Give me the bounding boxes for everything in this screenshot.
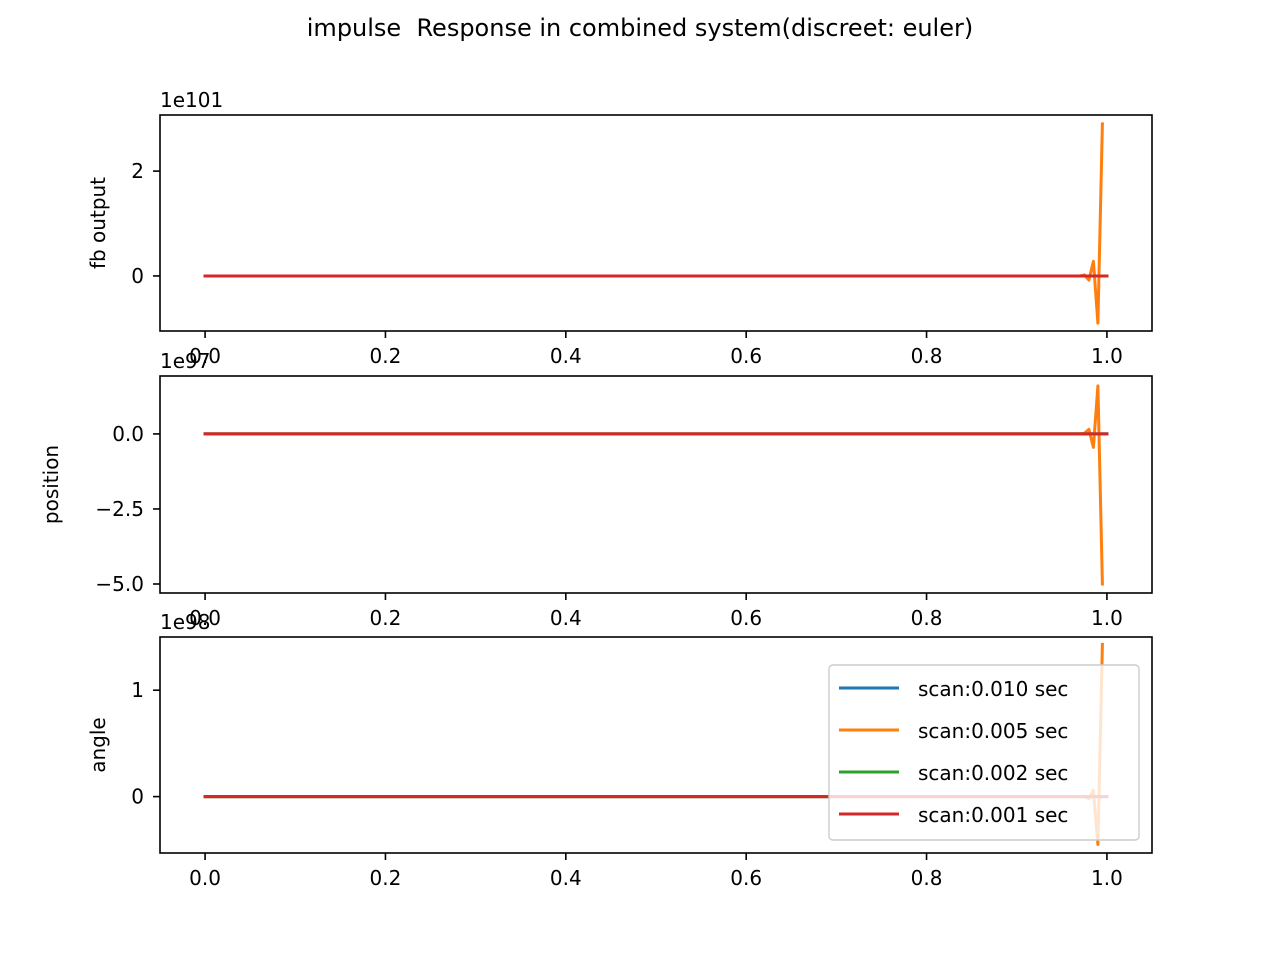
- series-line: [203, 384, 1104, 586]
- legend: scan:0.010 sec scan:0.005 sec scan:0.002 s…: [828, 664, 1140, 841]
- x-tick-label: 0.6: [730, 606, 762, 630]
- x-tick-label: 0.0: [189, 344, 221, 368]
- y-tick-label: 0: [131, 264, 144, 288]
- x-tick-label: 0.2: [370, 344, 402, 368]
- subplot-2: 0.0 0.2 0.4 0.6 0.8 1.0 0.0 −2.5 −5.0 1e97 positio…: [39, 349, 1153, 630]
- x-tick-label: 0.8: [911, 344, 943, 368]
- subplot-3: 0.0 0.2 0.4 0.6 0.8 1.0 0 1 1e98 angle scan:0.010 …: [86, 610, 1153, 890]
- legend-label: scan:0.005 sec: [918, 719, 1068, 743]
- subplot-1: 0.0 0.2 0.4 0.6 0.8 1.0 0 2 1e101 fb output: [86, 88, 1153, 368]
- plot-lines: [203, 122, 1109, 325]
- y-axis-label: fb output: [86, 177, 110, 269]
- x-tick-label: 0.2: [370, 606, 402, 630]
- y-axis-label: angle: [86, 717, 110, 773]
- plot-lines: [203, 384, 1109, 586]
- x-tick-label: 1.0: [1091, 344, 1123, 368]
- y-offset-label: 1e97: [160, 349, 210, 373]
- x-tick-label: 0.6: [730, 866, 762, 890]
- x-tick-label: 0.0: [189, 606, 221, 630]
- x-tick-label: 1.0: [1091, 866, 1123, 890]
- x-tick-label: 0.6: [730, 344, 762, 368]
- y-tick-label: 0.0: [112, 422, 144, 446]
- x-tick-label: 0.8: [911, 866, 943, 890]
- y-tick-label: 1: [131, 678, 144, 702]
- y-axis-label: position: [39, 445, 63, 524]
- x-tick-label: 0.0: [189, 866, 221, 890]
- x-tick-label: 0.8: [911, 606, 943, 630]
- y-tick-label: −5.0: [95, 572, 144, 596]
- axes-frame: [159, 375, 1153, 594]
- y-tick-label: 2: [131, 159, 144, 183]
- legend-label: scan:0.001 sec: [918, 803, 1068, 827]
- legend-label: scan:0.002 sec: [918, 761, 1068, 785]
- y-offset-label: 1e98: [160, 610, 210, 634]
- y-tick-label: 0: [131, 785, 144, 809]
- x-tick-label: 0.2: [370, 866, 402, 890]
- axes-frame: [159, 114, 1153, 332]
- y-offset-label: 1e101: [160, 88, 223, 112]
- axes-frame: [159, 636, 1153, 854]
- figure-title: impulse Response in combined system(disc…: [306, 14, 974, 42]
- x-tick-label: 1.0: [1091, 606, 1123, 630]
- x-tick-label: 0.4: [550, 866, 582, 890]
- series-line: [203, 122, 1104, 325]
- x-tick-label: 0.4: [550, 606, 582, 630]
- y-tick-label: −2.5: [95, 497, 144, 521]
- x-tick-label: 0.4: [550, 344, 582, 368]
- legend-label: scan:0.010 sec: [918, 677, 1068, 701]
